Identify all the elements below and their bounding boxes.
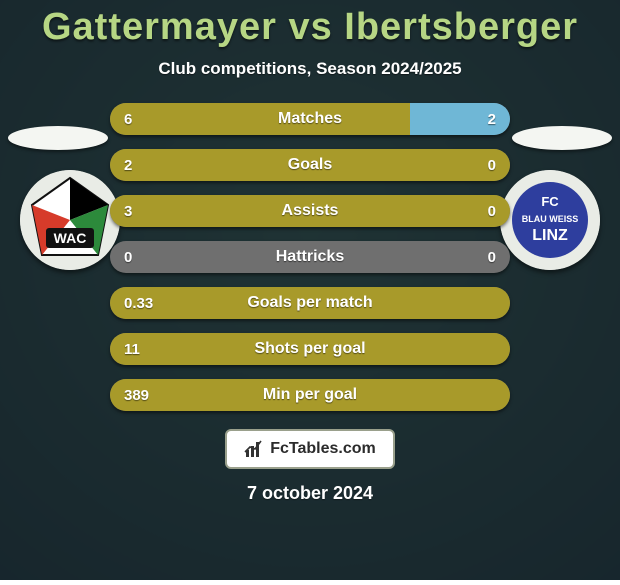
stat-label: Matches — [110, 103, 510, 135]
page-subtitle: Club competitions, Season 2024/2025 — [158, 59, 461, 79]
stat-label: Min per goal — [110, 379, 510, 411]
stat-row: 389Min per goal — [110, 379, 510, 411]
stat-value-right: 0 — [488, 195, 496, 227]
source-badge-text: FcTables.com — [270, 440, 376, 458]
stat-value-right: 0 — [488, 241, 496, 273]
chart-icon — [244, 439, 264, 459]
content-root: Gattermayer vs Ibertsberger Club competi… — [0, 0, 620, 580]
stat-row: 0.33Goals per match — [110, 287, 510, 319]
stat-value-right: 0 — [488, 149, 496, 181]
stat-row: 3Assists0 — [110, 195, 510, 227]
source-badge: FcTables.com — [225, 429, 395, 469]
page-title: Gattermayer vs Ibertsberger — [42, 6, 578, 49]
stat-label: Goals — [110, 149, 510, 181]
comparison-chart: 6Matches22Goals03Assists00Hattricks00.33… — [0, 103, 620, 411]
stat-label: Shots per goal — [110, 333, 510, 365]
stat-row: 6Matches2 — [110, 103, 510, 135]
stat-row: 11Shots per goal — [110, 333, 510, 365]
stat-row: 2Goals0 — [110, 149, 510, 181]
stat-label: Goals per match — [110, 287, 510, 319]
stat-row: 0Hattricks0 — [110, 241, 510, 273]
stat-value-right: 2 — [488, 103, 496, 135]
stat-label: Hattricks — [110, 241, 510, 273]
stat-label: Assists — [110, 195, 510, 227]
footer-date: 7 october 2024 — [247, 483, 373, 504]
